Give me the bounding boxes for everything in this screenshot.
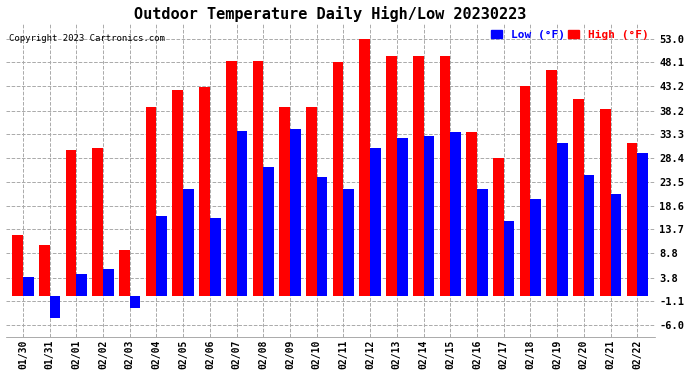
Bar xyxy=(279,106,290,296)
Bar xyxy=(264,167,274,296)
Bar xyxy=(440,56,451,296)
Bar xyxy=(306,106,317,296)
Bar xyxy=(130,296,141,308)
Bar xyxy=(359,39,370,296)
Bar xyxy=(573,99,584,296)
Bar xyxy=(92,148,103,296)
Bar xyxy=(237,131,247,296)
Bar xyxy=(531,199,541,296)
Bar xyxy=(584,175,595,296)
Bar xyxy=(333,63,344,296)
Bar xyxy=(146,106,157,296)
Bar xyxy=(183,189,194,296)
Bar xyxy=(157,216,167,296)
Bar xyxy=(611,194,621,296)
Bar xyxy=(199,87,210,296)
Bar xyxy=(520,86,531,296)
Bar xyxy=(397,138,408,296)
Bar xyxy=(172,90,183,296)
Bar xyxy=(504,221,514,296)
Bar xyxy=(477,189,488,296)
Bar xyxy=(103,269,114,296)
Legend: Low (°F), High (°F): Low (°F), High (°F) xyxy=(486,25,653,44)
Bar xyxy=(466,132,477,296)
Bar xyxy=(638,153,648,296)
Bar xyxy=(413,56,424,296)
Bar xyxy=(557,143,568,296)
Bar xyxy=(12,236,23,296)
Bar xyxy=(290,129,301,296)
Bar xyxy=(210,218,221,296)
Bar xyxy=(386,56,397,296)
Bar xyxy=(627,143,638,296)
Bar xyxy=(66,150,77,296)
Bar xyxy=(451,132,461,296)
Title: Outdoor Temperature Daily High/Low 20230223: Outdoor Temperature Daily High/Low 20230… xyxy=(134,6,526,21)
Bar xyxy=(317,177,327,296)
Bar xyxy=(344,189,354,296)
Bar xyxy=(226,60,237,296)
Text: Copyright 2023 Cartronics.com: Copyright 2023 Cartronics.com xyxy=(9,33,165,42)
Bar xyxy=(119,250,130,296)
Bar xyxy=(39,245,50,296)
Bar xyxy=(23,277,34,296)
Bar xyxy=(50,296,60,318)
Bar xyxy=(370,148,381,296)
Bar xyxy=(600,109,611,296)
Bar xyxy=(546,70,557,296)
Bar xyxy=(253,60,264,296)
Bar xyxy=(77,274,87,296)
Bar xyxy=(424,136,434,296)
Bar xyxy=(493,158,504,296)
